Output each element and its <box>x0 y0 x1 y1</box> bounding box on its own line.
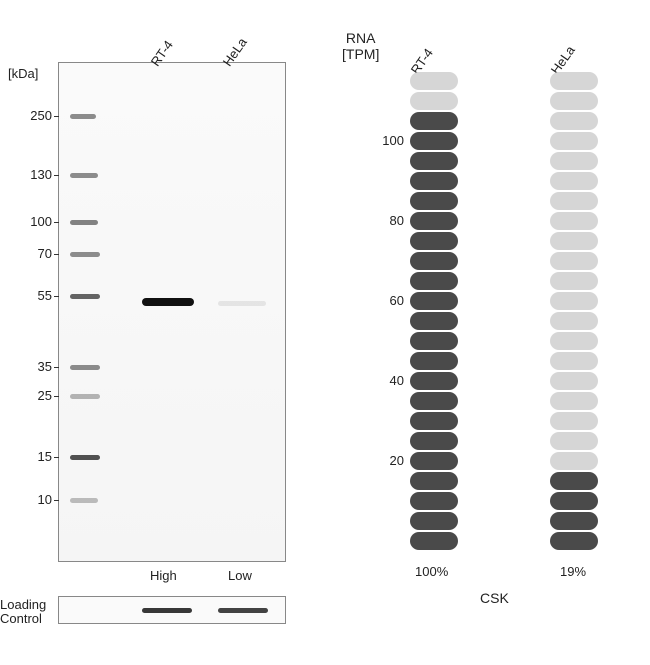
rna-segment <box>410 232 458 250</box>
target-band <box>218 301 266 306</box>
rna-segments-hela <box>550 72 598 550</box>
rna-segment <box>410 492 458 510</box>
kda-axis-label: [kDa] <box>8 66 38 81</box>
mw-tick-mark <box>54 367 59 368</box>
rna-segment <box>550 492 598 510</box>
rna-segment <box>410 192 458 210</box>
ladder-band <box>70 220 98 225</box>
rna-segment <box>550 412 598 430</box>
rna-segment <box>550 72 598 90</box>
rna-segment <box>550 472 598 490</box>
loading-band <box>142 608 192 613</box>
mw-tick-mark <box>54 222 59 223</box>
ladder-band <box>70 455 100 460</box>
rna-segment <box>410 392 458 410</box>
rna-segment <box>410 212 458 230</box>
rna-segment <box>550 172 598 190</box>
rna-segment <box>550 192 598 210</box>
mw-tick-label: 100 <box>16 214 52 229</box>
rna-axis-label: RNA [TPM] <box>342 30 379 62</box>
rna-segment <box>410 452 458 470</box>
rna-segment <box>550 452 598 470</box>
rna-tick-label: 20 <box>368 453 404 468</box>
rna-segment <box>410 92 458 110</box>
rna-segment <box>410 372 458 390</box>
rna-segment <box>550 92 598 110</box>
rna-segment <box>410 332 458 350</box>
rna-segment <box>550 232 598 250</box>
rna-segment <box>410 412 458 430</box>
rna-segment <box>550 312 598 330</box>
ladder-band <box>70 173 98 178</box>
ladder-band <box>70 498 98 503</box>
rna-segment <box>550 352 598 370</box>
rna-segment <box>550 292 598 310</box>
rna-segment <box>410 292 458 310</box>
mw-tick-mark <box>54 296 59 297</box>
rna-segment <box>550 112 598 130</box>
rna-segment <box>410 432 458 450</box>
rna-segment <box>550 532 598 550</box>
mw-tick-mark <box>54 500 59 501</box>
rna-segment <box>410 272 458 290</box>
rna-segment <box>550 152 598 170</box>
mw-tick-label: 130 <box>16 167 52 182</box>
rna-tick-label: 80 <box>368 213 404 228</box>
loading-control-label: Loading Control <box>0 598 46 627</box>
pct-label-rt4: 100% <box>415 564 448 579</box>
rna-segment <box>550 252 598 270</box>
rna-segment <box>550 432 598 450</box>
ladder-band <box>70 252 100 257</box>
figure-container: [kDa] RT-4 HeLa 250130100705535251510 Hi… <box>0 0 650 665</box>
rna-segment <box>410 72 458 90</box>
rna-segment <box>410 252 458 270</box>
target-band <box>142 298 194 306</box>
ladder-band <box>70 365 100 370</box>
mw-tick-label: 15 <box>16 449 52 464</box>
rna-segment <box>410 532 458 550</box>
rna-tick-label: 60 <box>368 293 404 308</box>
level-label-high: High <box>150 568 177 583</box>
rna-segments-rt4 <box>410 72 458 550</box>
mw-tick-mark <box>54 254 59 255</box>
rna-segment <box>550 392 598 410</box>
rna-segment <box>550 272 598 290</box>
gene-label: CSK <box>480 590 509 606</box>
mw-tick-label: 250 <box>16 108 52 123</box>
loading-control-text: Loading Control <box>0 597 46 626</box>
ladder-band <box>70 114 96 119</box>
western-blot-panel <box>58 62 286 562</box>
mw-tick-mark <box>54 175 59 176</box>
pct-label-hela: 19% <box>560 564 586 579</box>
mw-tick-label: 70 <box>16 246 52 261</box>
mw-tick-mark <box>54 116 59 117</box>
loading-band <box>218 608 268 613</box>
rna-segment <box>410 132 458 150</box>
rna-tick-label: 100 <box>368 133 404 148</box>
rna-segment <box>410 352 458 370</box>
rna-segment <box>550 132 598 150</box>
rna-segment <box>550 372 598 390</box>
ladder-band <box>70 394 100 399</box>
ladder-band <box>70 294 100 299</box>
mw-tick-mark <box>54 396 59 397</box>
mw-tick-label: 35 <box>16 359 52 374</box>
mw-tick-mark <box>54 457 59 458</box>
rna-segment <box>550 212 598 230</box>
rna-tick-label: 40 <box>368 373 404 388</box>
level-label-low: Low <box>228 568 252 583</box>
rna-segment <box>410 112 458 130</box>
mw-tick-label: 55 <box>16 288 52 303</box>
rna-segment <box>410 472 458 490</box>
mw-tick-label: 25 <box>16 388 52 403</box>
rna-segment <box>410 312 458 330</box>
rna-axis-text: RNA [TPM] <box>342 30 379 62</box>
rna-segment <box>550 512 598 530</box>
rna-segment <box>410 152 458 170</box>
rna-segment <box>550 332 598 350</box>
rna-segment <box>410 172 458 190</box>
mw-tick-label: 10 <box>16 492 52 507</box>
rna-segment <box>410 512 458 530</box>
